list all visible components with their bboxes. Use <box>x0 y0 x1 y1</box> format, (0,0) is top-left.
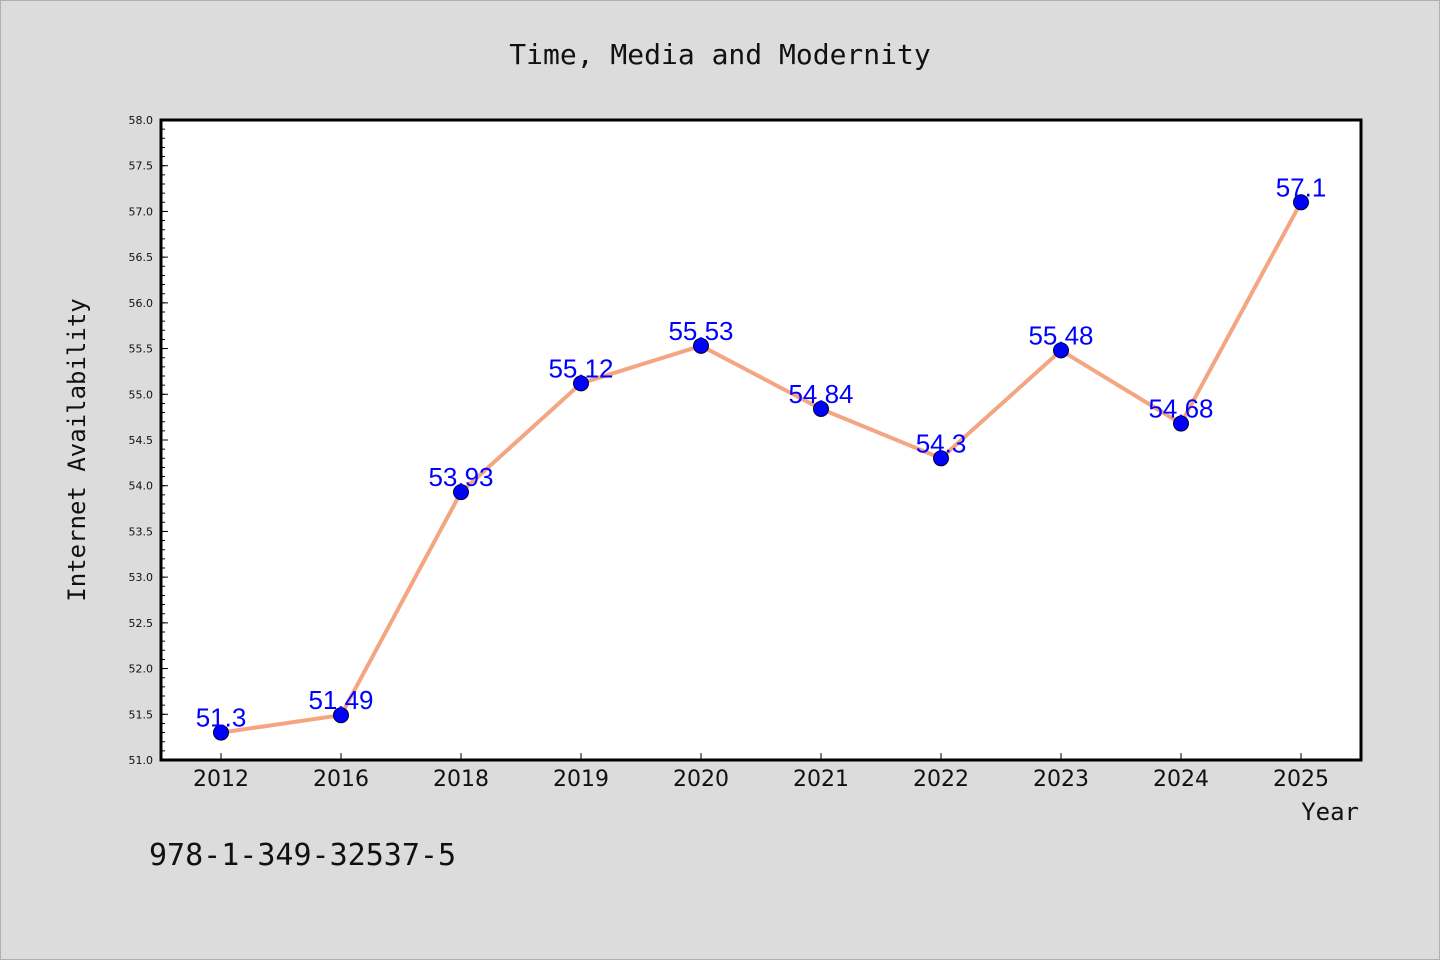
y-tick-label: 54.0 <box>129 480 154 493</box>
y-tick-label: 58.0 <box>129 114 154 127</box>
data-label: 53.93 <box>428 462 493 492</box>
y-tick-label: 52.0 <box>129 663 154 676</box>
data-label: 51.3 <box>196 703 247 733</box>
y-tick-label: 51.5 <box>129 708 154 721</box>
data-label: 55.12 <box>548 353 613 383</box>
data-point-marker <box>333 707 349 724</box>
y-tick-label: 56.0 <box>129 297 154 310</box>
x-tick-label: 2025 <box>1273 767 1329 792</box>
data-label: 55.48 <box>1028 320 1093 350</box>
series-line <box>220 201 1303 735</box>
x-tick-label: 2012 <box>193 767 249 792</box>
data-point-marker <box>933 450 949 467</box>
x-axis: 2012 2016 2018 2019 2020 2021 2022 2023 2024 2025 <box>193 753 1329 792</box>
data-point-marker <box>1293 194 1309 211</box>
data-point-marker <box>693 337 709 354</box>
y-tick-label: 57.5 <box>129 160 154 173</box>
data-point-marker <box>1173 415 1189 432</box>
x-tick-label: 2024 <box>1153 767 1209 792</box>
data-point-marker <box>573 375 589 392</box>
data-point-marker <box>1053 342 1069 359</box>
y-tick-label: 57.0 <box>129 205 154 218</box>
data-label: 54.84 <box>788 379 853 409</box>
y-tick-label: 56.5 <box>129 251 154 264</box>
y-tick-label: 52.5 <box>129 617 154 630</box>
x-tick-label: 2016 <box>313 767 369 792</box>
x-tick-label: 2022 <box>913 767 969 792</box>
x-tick-label: 2019 <box>553 767 609 792</box>
series-line-group <box>213 194 1309 741</box>
data-label-group: 51.3 51.49 53.93 55.12 55.53 54.84 54.3 55.48 54… <box>196 172 1327 732</box>
data-label: 55.53 <box>668 316 733 346</box>
y-axis: 51.0 51.5 52.0 52.5 53.0 53.5 54.0 54.5 55.0 55.5… <box>129 114 168 767</box>
y-tick-label: 51.0 <box>129 754 154 767</box>
plot-area <box>159 118 1363 762</box>
data-label: 54.3 <box>916 428 967 458</box>
x-tick-label: 2020 <box>673 767 729 792</box>
chart-title: Time, Media and Modernity <box>509 38 930 71</box>
data-point-marker <box>213 724 229 741</box>
data-point-marker <box>453 484 469 501</box>
data-label: 57.1 <box>1276 172 1327 202</box>
x-axis-label: Year <box>1301 798 1359 826</box>
y-tick-label: 55.0 <box>129 388 154 401</box>
y-tick-label: 55.5 <box>129 343 154 356</box>
x-tick-label: 2023 <box>1033 767 1089 792</box>
data-point-marker <box>813 400 829 417</box>
data-label: 51.49 <box>308 685 373 715</box>
x-tick-label: 2021 <box>793 767 849 792</box>
isbn-text: 978-1-349-32537-5 <box>149 838 456 873</box>
y-tick-label: 53.0 <box>129 571 154 584</box>
x-tick-label: 2018 <box>433 767 489 792</box>
y-tick-label: 53.5 <box>129 525 154 538</box>
data-label: 54.68 <box>1148 394 1213 424</box>
y-tick-label: 54.5 <box>129 434 154 447</box>
y-axis-label: Internet Availability <box>63 298 91 601</box>
